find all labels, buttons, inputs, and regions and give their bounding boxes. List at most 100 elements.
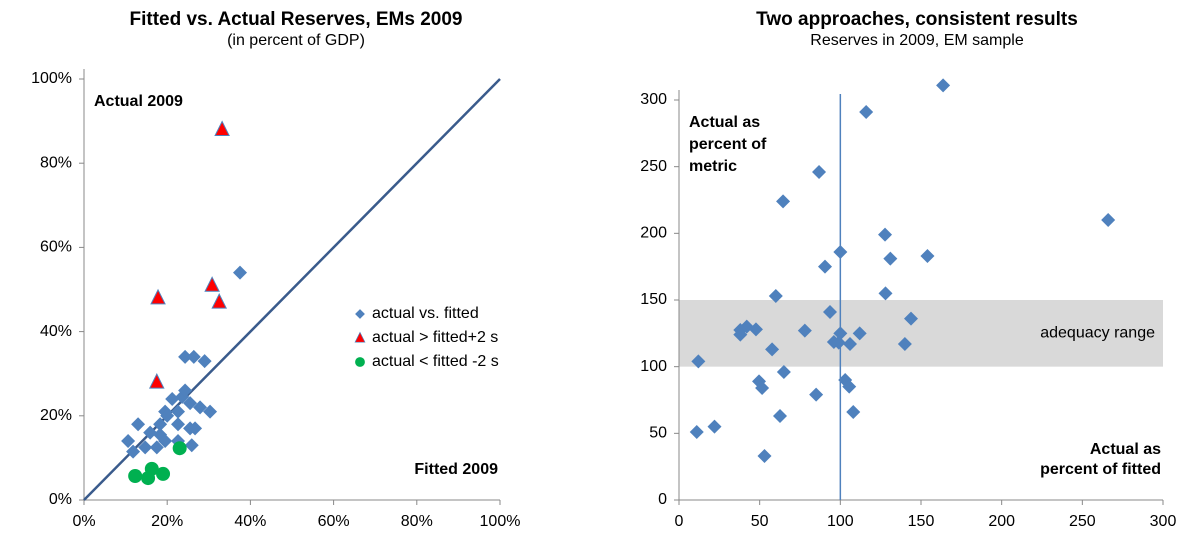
point [757,449,772,463]
annotation: percent of fitted [1040,461,1161,478]
point [121,434,136,449]
y-tick-label: 150 [640,291,667,308]
point [131,417,146,432]
point [903,311,918,326]
y-tick-label: 20% [40,407,72,424]
y-tick-label: 300 [640,91,667,108]
point [748,322,763,337]
x-tick-label: 250 [1069,513,1096,530]
point [823,305,838,319]
point [128,469,143,484]
point [809,387,824,402]
point [178,383,193,398]
x-tick-label: 150 [908,513,935,530]
y-tick-label: 100 [640,358,667,375]
point [193,400,208,415]
annotation: metric [689,158,737,175]
point [733,327,748,342]
point [691,354,706,369]
point [158,434,173,449]
y-tick-label: 80% [40,154,72,171]
point [126,444,141,459]
x-tick-label: 50 [751,513,769,530]
x-tick-label: 0% [72,513,95,530]
point [150,288,166,305]
legend-label: actual > fitted+2 s [372,329,498,346]
point [846,405,861,419]
y-tick-label: 40% [40,323,72,340]
point [842,379,857,394]
annotation: Actual as [1090,441,1161,458]
point [812,165,827,179]
x-tick-label: 20% [151,513,183,530]
x-tick-label: 40% [234,513,266,530]
point [197,354,212,369]
annotation: percent of [689,136,767,153]
point [920,249,935,263]
point [153,417,168,432]
annotation: Actual as [689,114,760,131]
point [878,227,893,242]
point [1101,213,1116,227]
point [878,286,893,301]
point [833,245,848,259]
x-tick-label: 100 [827,513,854,530]
point [936,78,951,93]
annotation: Fitted 2009 [414,461,498,478]
x-tick-label: 100% [480,513,521,530]
x-tick-label: 300 [1150,513,1177,530]
point [765,342,780,357]
y-tick-label: 60% [40,239,72,256]
diagonal-line [83,78,501,501]
point [776,365,791,379]
point [233,265,247,280]
point [183,396,198,411]
chart-title: Fitted vs. Actual Reserves, EMs 2009 [129,9,462,30]
point [852,326,867,341]
chart-subtitle: (in percent of GDP) [227,32,365,49]
point [772,409,787,423]
point [160,408,175,423]
x-tick-label: 60% [318,513,350,530]
legend-label: actual vs. fitted [372,305,479,322]
point [818,259,833,274]
point [776,194,791,209]
y-tick-label: 0% [49,491,72,508]
chart-subtitle: Reserves in 2009, EM sample [810,32,1024,49]
point [843,337,858,351]
point [138,440,153,455]
x-tick-label: 200 [988,513,1015,530]
point [143,425,158,440]
annotation: Actual 2009 [94,93,183,110]
point [156,466,171,481]
legend-marker [355,309,365,319]
point [178,349,193,364]
point [897,337,912,351]
point [689,425,704,439]
point [148,373,165,389]
y-tick-label: 100% [31,70,72,87]
point [149,440,164,455]
x-tick-label: 0 [675,513,684,530]
point [172,441,187,456]
point [144,461,159,476]
y-tick-label: 250 [640,158,667,175]
point [755,381,770,395]
point [214,120,230,137]
point [707,419,722,434]
point [188,421,203,436]
y-tick-label: 200 [640,225,667,242]
point [797,323,812,338]
y-tick-label: 50 [649,425,667,442]
legend-marker [355,357,365,367]
point [833,326,848,341]
point [203,404,218,419]
point [211,293,228,309]
legend-label: actual < fitted -2 s [372,353,499,370]
band-label: adequacy range [1040,325,1155,342]
point [831,335,846,350]
point [186,349,201,364]
point [184,438,199,453]
point [171,417,186,432]
